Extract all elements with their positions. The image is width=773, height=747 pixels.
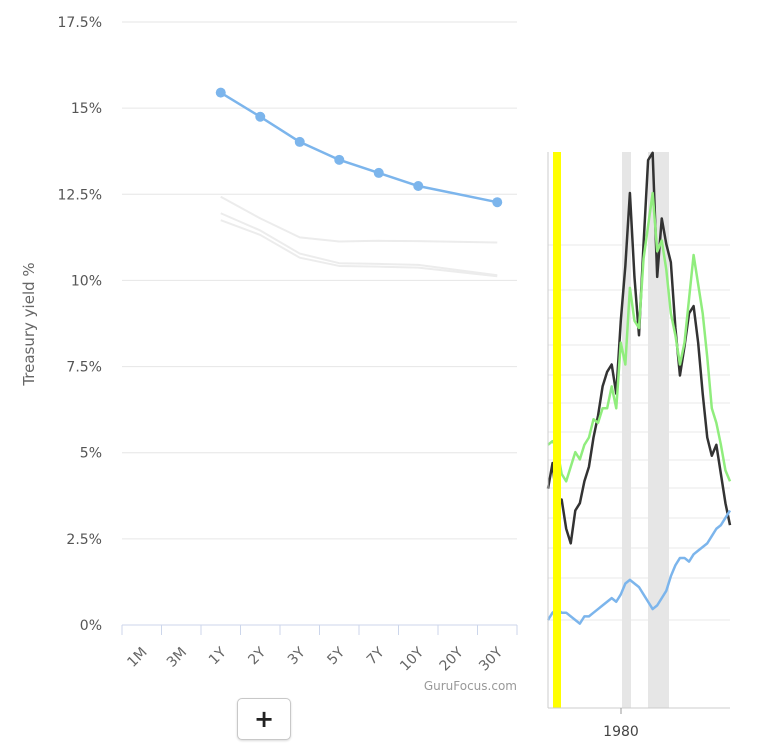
comparison-curve-line[interactable] (220, 219, 498, 278)
recession-band (622, 152, 631, 708)
comparison-curve-line[interactable] (220, 195, 498, 244)
main-series (215, 87, 503, 278)
y-tick-label: 12.5% (58, 187, 102, 203)
yield-point[interactable] (255, 111, 266, 122)
y-tick-label: 0% (80, 618, 102, 634)
yield-point[interactable] (334, 154, 345, 165)
credit-label: GuruFocus.com (424, 679, 517, 693)
yield-point[interactable] (373, 167, 384, 178)
history-line (546, 509, 732, 625)
x-tick-label: 30Y (476, 644, 506, 674)
y-tick-label: 7.5% (66, 360, 102, 376)
x-tick-label: 3Y (285, 644, 309, 668)
x-tick-label: 1M (124, 645, 150, 671)
x-tick-label: 3M (164, 645, 190, 671)
yield-point[interactable] (492, 197, 503, 208)
add-date-button[interactable]: + (237, 698, 291, 740)
y-tick-label: 2.5% (66, 532, 102, 548)
x-tick-label: 5Y (324, 644, 348, 668)
history-series (546, 151, 732, 625)
history-line (547, 191, 732, 483)
x-tick-label: 2Y (245, 644, 269, 668)
main-y-ticks: 0% 2.5% 5% 7.5% 10% 12.5% 15% 17.5% (58, 15, 102, 634)
yield-point[interactable] (215, 87, 226, 98)
x-tick-label: 10Y (397, 644, 427, 674)
x-tick-label: 7Y (364, 644, 388, 668)
main-grid (122, 21, 517, 540)
y-axis-label: Treasury yield % (20, 262, 38, 386)
yield-curve-line[interactable] (220, 91, 498, 204)
history-chart: 1980 (546, 150, 732, 740)
history-line (546, 151, 732, 545)
y-tick-label: 10% (71, 273, 102, 289)
y-tick-label: 5% (80, 446, 102, 462)
date-highlight[interactable] (553, 152, 561, 708)
comparison-curve-line[interactable] (220, 212, 498, 277)
main-x-ticks: 1M 3M 1Y 2Y 3Y 5Y 7Y 10Y 20Y 30Y (121, 625, 518, 674)
x-tick-label: 1Y (206, 644, 230, 668)
yield-point[interactable] (294, 136, 305, 147)
y-tick-label: 15% (71, 101, 102, 117)
yield-point[interactable] (413, 181, 424, 192)
x-tick-label: 20Y (437, 644, 467, 674)
recession-band (648, 152, 669, 708)
history-x-tick: 1980 (603, 724, 639, 740)
y-tick-label: 17.5% (58, 15, 102, 31)
